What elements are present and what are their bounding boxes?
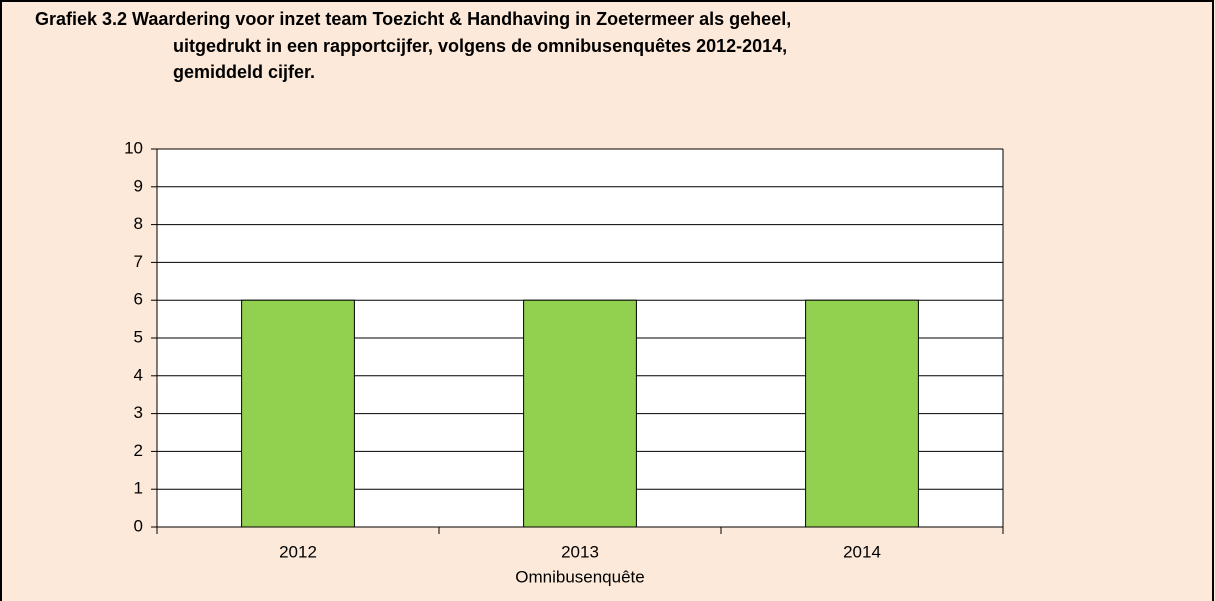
y-tick-label: 4 — [134, 365, 143, 384]
chart-title: uitgedrukt in een rapportcijfer, volgens… — [173, 36, 787, 56]
bar — [241, 299, 355, 528]
y-tick-label: 8 — [134, 214, 143, 233]
y-tick-label: 5 — [134, 327, 143, 346]
bar — [805, 299, 919, 528]
y-tick-label: 3 — [134, 403, 143, 422]
x-tick-label: 2014 — [843, 542, 881, 561]
y-tick-label: 0 — [134, 516, 143, 535]
y-tick-label: 7 — [134, 252, 143, 271]
y-tick-label: 10 — [124, 138, 143, 157]
y-tick-label: 6 — [134, 290, 143, 309]
chart-title: Grafiek 3.2 Waardering voor inzet team T… — [35, 9, 791, 29]
y-tick-label: 1 — [134, 479, 143, 498]
bar — [523, 299, 637, 528]
x-tick-label: 2013 — [561, 542, 599, 561]
x-tick-label: 2012 — [279, 542, 317, 561]
y-tick-label: 2 — [134, 441, 143, 460]
chart-title: gemiddeld cijfer. — [173, 62, 315, 82]
x-axis-label: Omnibusenquête — [515, 567, 644, 586]
y-tick-label: 9 — [134, 176, 143, 195]
